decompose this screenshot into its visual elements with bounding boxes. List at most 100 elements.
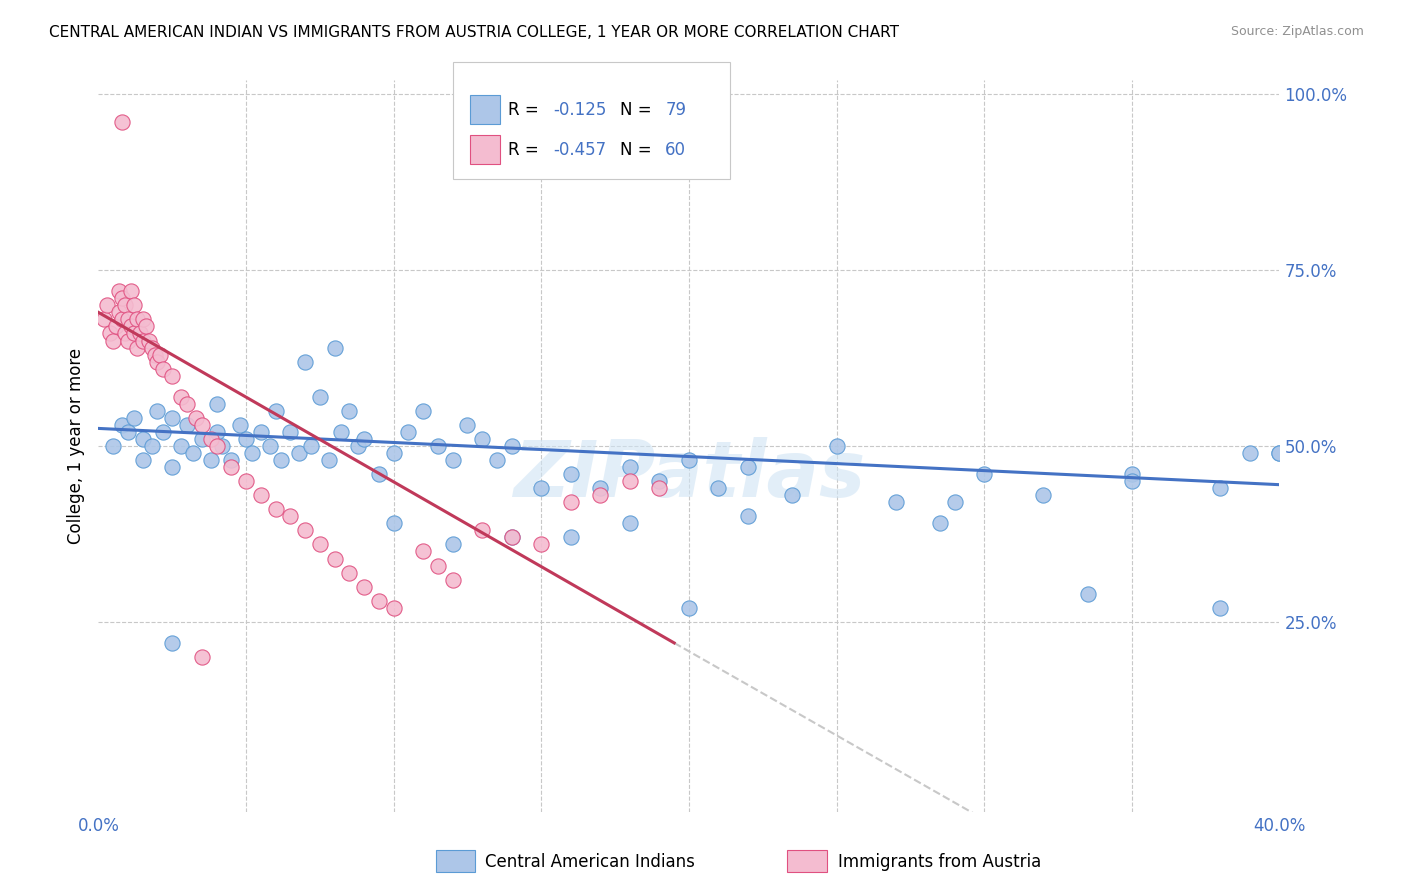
Point [1032, 488, 1054, 502]
Point [323, 341, 346, 355]
Text: -0.457: -0.457 [553, 141, 606, 159]
Point [382, 516, 405, 531]
Text: -0.125: -0.125 [553, 101, 606, 119]
Point [170, 439, 193, 453]
Point [162, 368, 183, 383]
Text: R =: R = [508, 141, 544, 159]
Point [117, 425, 139, 439]
Point [114, 298, 136, 312]
Point [170, 390, 193, 404]
Point [427, 439, 450, 453]
Point [264, 502, 287, 516]
Point [501, 530, 523, 544]
Point [205, 397, 228, 411]
Point [200, 432, 222, 446]
Point [412, 404, 434, 418]
Point [530, 481, 553, 495]
Point [288, 446, 311, 460]
Point [825, 439, 848, 453]
Point [132, 432, 155, 446]
Point [589, 488, 612, 502]
Point [122, 298, 145, 312]
Point [973, 467, 995, 482]
Point [128, 326, 150, 341]
Point [205, 439, 228, 453]
Point [323, 551, 346, 566]
Point [162, 636, 183, 650]
Point [299, 439, 322, 453]
Point [929, 516, 952, 531]
Point [138, 334, 160, 348]
Point [149, 348, 172, 362]
Point [146, 354, 169, 368]
Point [294, 524, 316, 538]
Bar [471, 136, 501, 164]
Point [589, 481, 612, 495]
Point [191, 432, 214, 446]
Point [280, 425, 302, 439]
Point [103, 334, 125, 348]
Point [125, 341, 148, 355]
Point [309, 390, 332, 404]
Point [135, 319, 157, 334]
Point [398, 425, 420, 439]
Point [471, 524, 494, 538]
Point [96, 298, 118, 312]
Point [1209, 481, 1232, 495]
Point [229, 417, 252, 432]
Point [191, 650, 214, 665]
Text: Immigrants from Austria: Immigrants from Austria [838, 853, 1042, 871]
Point [132, 312, 155, 326]
Point [441, 573, 464, 587]
Point [114, 326, 136, 341]
Point [141, 341, 163, 355]
Point [457, 417, 479, 432]
Point [141, 439, 163, 453]
Point [250, 425, 273, 439]
Point [1239, 446, 1261, 460]
Point [259, 439, 281, 453]
Bar [471, 95, 501, 124]
Point [111, 312, 134, 326]
Point [347, 439, 370, 453]
Point [501, 530, 523, 544]
Point [884, 495, 907, 509]
Point [486, 453, 509, 467]
Point [146, 404, 169, 418]
Point [221, 453, 243, 467]
Text: CENTRAL AMERICAN INDIAN VS IMMIGRANTS FROM AUSTRIA COLLEGE, 1 YEAR OR MORE CORRE: CENTRAL AMERICAN INDIAN VS IMMIGRANTS FR… [49, 25, 900, 40]
Point [152, 425, 174, 439]
Text: R =: R = [508, 101, 544, 119]
Text: N =: N = [620, 141, 658, 159]
Point [205, 425, 228, 439]
Text: Central American Indians: Central American Indians [485, 853, 695, 871]
Point [93, 312, 115, 326]
Point [309, 537, 332, 551]
Point [152, 361, 174, 376]
Point [560, 495, 582, 509]
Point [162, 460, 183, 475]
Text: 79: 79 [665, 101, 686, 119]
Point [108, 285, 131, 299]
Text: N =: N = [620, 101, 658, 119]
Point [1121, 467, 1143, 482]
Point [176, 417, 198, 432]
Point [1077, 587, 1099, 601]
Point [619, 460, 641, 475]
Point [132, 334, 155, 348]
Point [270, 453, 292, 467]
Y-axis label: College, 1 year or more: College, 1 year or more [66, 348, 84, 544]
Point [619, 474, 641, 488]
Point [737, 509, 759, 524]
FancyBboxPatch shape [453, 62, 730, 179]
Point [221, 460, 243, 475]
Point [184, 410, 207, 425]
Point [560, 467, 582, 482]
Point [105, 319, 128, 334]
Point [678, 600, 700, 615]
Point [280, 509, 302, 524]
Point [191, 417, 214, 432]
Point [530, 537, 553, 551]
Point [117, 312, 139, 326]
Point [678, 453, 700, 467]
